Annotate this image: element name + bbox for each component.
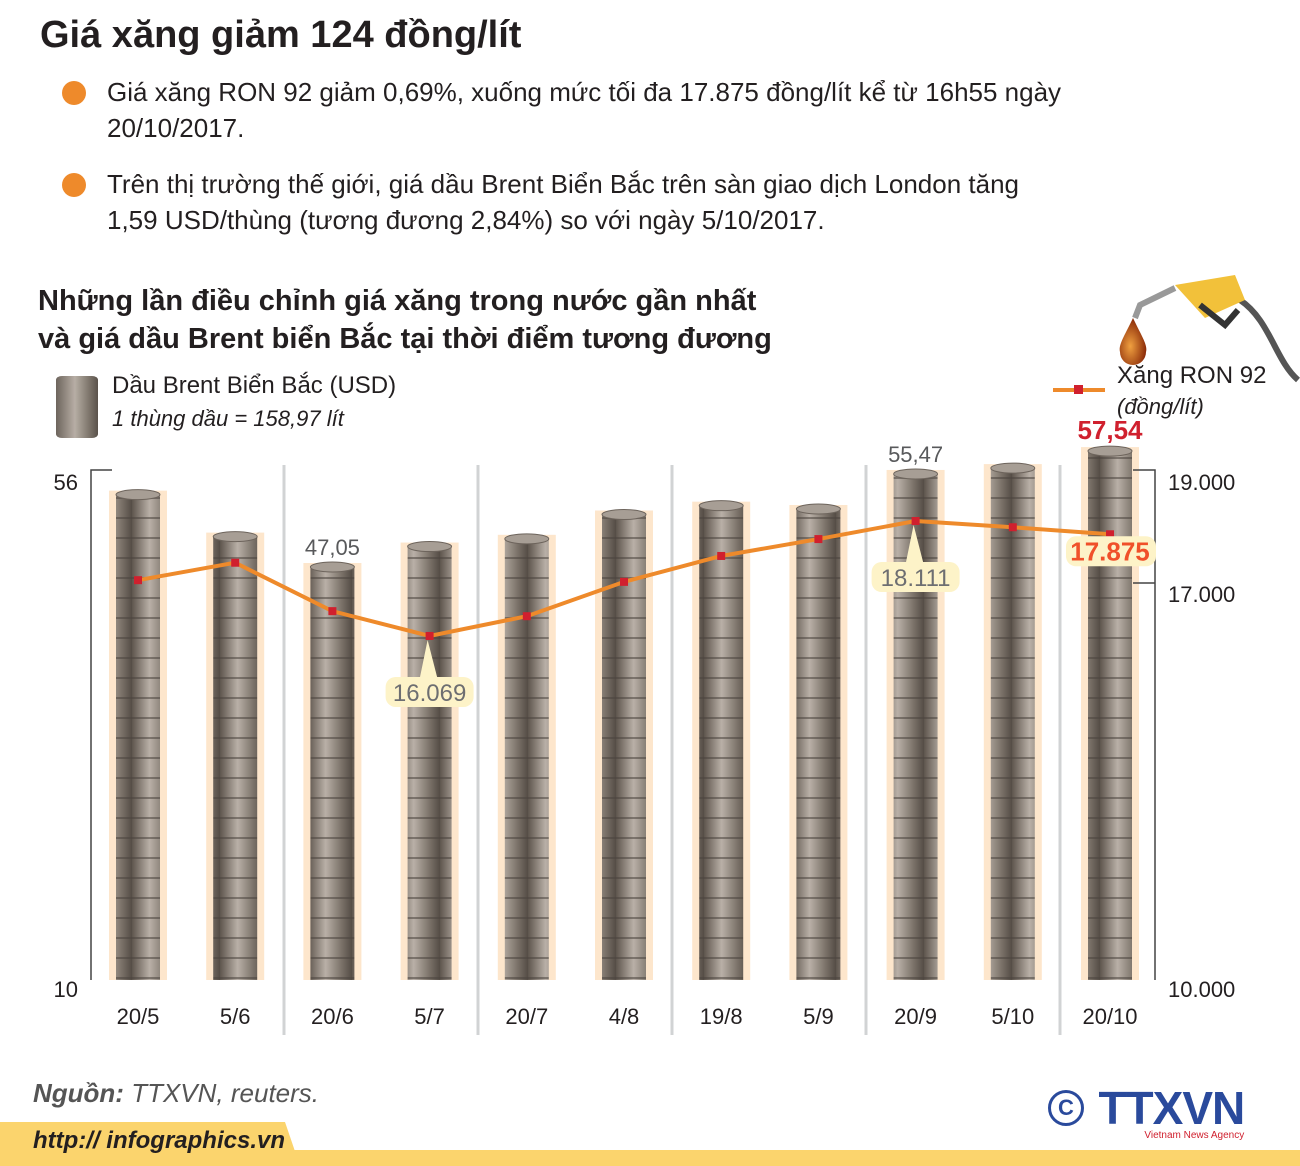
legend-bar-note: 1 thùng dầu = 158,97 lít xyxy=(112,406,344,431)
footer-band xyxy=(0,1150,1300,1166)
line-marker xyxy=(134,576,142,585)
copyright-icon: C xyxy=(1048,1090,1084,1126)
line-marker xyxy=(814,535,823,544)
line-marker xyxy=(1106,530,1114,539)
bullet-dot-icon xyxy=(62,173,86,197)
bar-barrel-stack xyxy=(504,538,549,980)
barrel-top xyxy=(893,468,939,480)
line-marker xyxy=(620,577,628,586)
bullet-2: Trên thị trường thế giới, giá dầu Brent … xyxy=(62,166,1067,238)
ttxvn-logo: C TTXVN Vietnam News Agency xyxy=(1048,1085,1245,1141)
bar-barrel-stack xyxy=(699,505,744,980)
bar-barrel-stack xyxy=(407,546,452,980)
oil-drop-icon xyxy=(1119,318,1147,365)
bar-barrel-stack xyxy=(310,567,355,980)
left-axis xyxy=(90,469,112,980)
chart-title: Những lần điều chỉnh giá xăng trong nước… xyxy=(38,285,772,355)
category-label: 19/8 xyxy=(700,1004,743,1029)
right-tick: 19.000 xyxy=(1168,470,1235,495)
bar-value-label: 57,54 xyxy=(1077,415,1143,445)
category-label: 5/7 xyxy=(414,1004,445,1029)
legend-line-unit: (đồng/lít) xyxy=(1117,394,1204,419)
line-value-label: 17.875 xyxy=(1070,536,1150,566)
bar-value-label: 47,05 xyxy=(305,535,360,560)
bar-barrel-stack xyxy=(602,514,646,980)
barrel-top xyxy=(115,489,161,501)
footer-tab xyxy=(0,1122,300,1166)
category-label: 5/10 xyxy=(991,1004,1034,1029)
barrel-top xyxy=(309,561,355,573)
category-label: 5/6 xyxy=(220,1004,251,1029)
barrel-top xyxy=(698,500,744,512)
bar-barrel-stack xyxy=(796,508,841,980)
left-tick: 56 xyxy=(54,470,78,495)
legend-line-label: Xăng RON 92 xyxy=(1117,362,1267,389)
barrel-top xyxy=(407,541,453,553)
right-tick: 17.000 xyxy=(1168,582,1235,607)
source: Nguồn: TTXVN, reuters. xyxy=(33,1078,320,1108)
line-label-bg xyxy=(1066,536,1156,567)
bar-barrel-stack xyxy=(990,468,1035,980)
barrel-top xyxy=(795,503,841,515)
callout-pointer xyxy=(905,525,924,564)
line-label-bg xyxy=(871,562,960,592)
barrel-top xyxy=(212,531,258,543)
line-value-label: 16.069 xyxy=(393,680,466,707)
barrel-top xyxy=(504,533,550,545)
page-title: Giá xăng giảm 124 đồng/lít xyxy=(40,14,522,56)
barrel-top xyxy=(990,462,1036,474)
category-label: 5/9 xyxy=(803,1004,834,1029)
bar-barrel-stack xyxy=(213,536,258,980)
barrel-top xyxy=(1087,445,1133,457)
bullet-1: Giá xăng RON 92 giảm 0,69%, xuống mức tố… xyxy=(62,74,1067,146)
bar-value-label: 55,47 xyxy=(888,442,943,467)
line-marker xyxy=(328,607,337,616)
bullet-dot-icon xyxy=(62,81,86,105)
website-link[interactable]: http:// infographics.vn xyxy=(33,1127,285,1154)
barrel-top xyxy=(601,509,647,521)
category-label: 20/7 xyxy=(505,1004,548,1029)
category-label: 20/6 xyxy=(311,1004,354,1029)
line-marker xyxy=(911,517,920,525)
line-marker xyxy=(717,551,726,560)
right-axis xyxy=(1133,469,1156,980)
line-label-bg xyxy=(385,676,474,707)
category-label: 20/5 xyxy=(117,1004,160,1029)
category-label: 4/8 xyxy=(609,1004,640,1029)
line-marker xyxy=(425,631,434,640)
callout-pointer xyxy=(419,639,438,679)
category-label: 20/10 xyxy=(1082,1004,1137,1029)
line-value-label: 18.111 xyxy=(881,565,951,592)
legend-bar-label: Dầu Brent Biển Bắc (USD) xyxy=(112,372,397,399)
left-tick: 10 xyxy=(54,977,78,1002)
bar-barrel-stack xyxy=(116,494,160,980)
line-marker xyxy=(231,558,240,567)
category-label: 20/9 xyxy=(894,1004,937,1029)
fuel-nozzle-icon xyxy=(1132,275,1300,383)
legend-line-marker xyxy=(1074,385,1083,394)
right-tick: 10.000 xyxy=(1168,977,1235,1002)
line-marker xyxy=(1008,523,1017,532)
line-marker xyxy=(522,612,531,621)
